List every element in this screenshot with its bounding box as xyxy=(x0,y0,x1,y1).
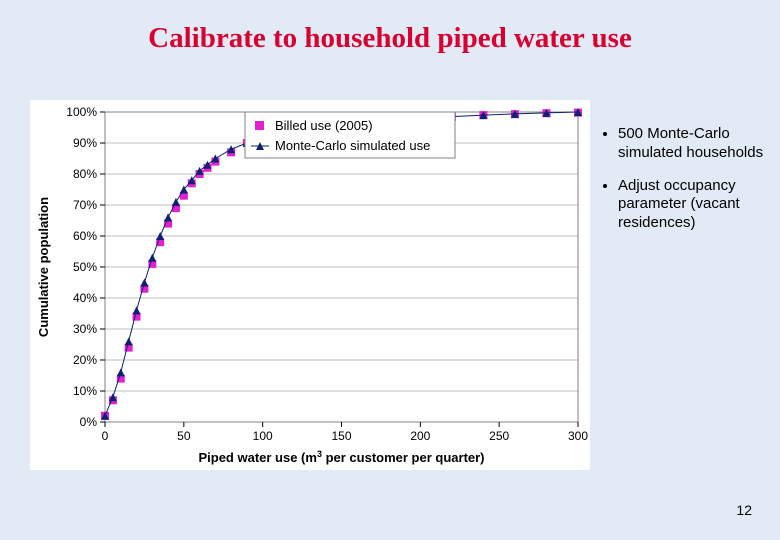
svg-text:20%: 20% xyxy=(73,353,97,367)
bullet-1: 500 Monte-Carlo simulated households xyxy=(618,125,770,163)
svg-text:30%: 30% xyxy=(73,322,97,336)
svg-text:150: 150 xyxy=(331,429,351,443)
svg-text:0%: 0% xyxy=(80,415,98,429)
svg-text:80%: 80% xyxy=(73,167,97,181)
svg-text:40%: 40% xyxy=(73,291,97,305)
svg-text:90%: 90% xyxy=(73,136,97,150)
svg-text:10%: 10% xyxy=(73,384,97,398)
svg-text:Billed use (2005): Billed use (2005) xyxy=(275,118,373,133)
svg-text:Cumulative population: Cumulative population xyxy=(36,197,51,337)
bullet-2: Adjust occupancy parameter (vacant resid… xyxy=(618,177,770,233)
svg-text:70%: 70% xyxy=(73,198,97,212)
svg-text:100: 100 xyxy=(253,429,273,443)
svg-text:60%: 60% xyxy=(73,229,97,243)
svg-text:250: 250 xyxy=(489,429,509,443)
bullet-list: 500 Monte-Carlo simulated households Adj… xyxy=(600,125,770,247)
svg-text:50%: 50% xyxy=(73,260,97,274)
svg-text:Monte-Carlo simulated use: Monte-Carlo simulated use xyxy=(275,138,430,153)
chart-container: 0 50 100 150 200 250 300 0% 10% 20% 30% 40% 50% 60% 70… xyxy=(30,100,590,470)
svg-text:100%: 100% xyxy=(66,105,97,119)
slide-title: Calibrate to household piped water use xyxy=(0,22,780,55)
svg-text:0: 0 xyxy=(102,429,109,443)
svg-text:Piped water use (m3 per custom: Piped water use (m3 per customer per qua… xyxy=(198,449,484,465)
page-number: 12 xyxy=(736,502,752,518)
svg-text:50: 50 xyxy=(177,429,191,443)
chart-svg: 0 50 100 150 200 250 300 0% 10% 20% 30% 40% 50% 60% 70… xyxy=(30,100,590,470)
svg-text:200: 200 xyxy=(410,429,430,443)
svg-text:300: 300 xyxy=(568,429,588,443)
